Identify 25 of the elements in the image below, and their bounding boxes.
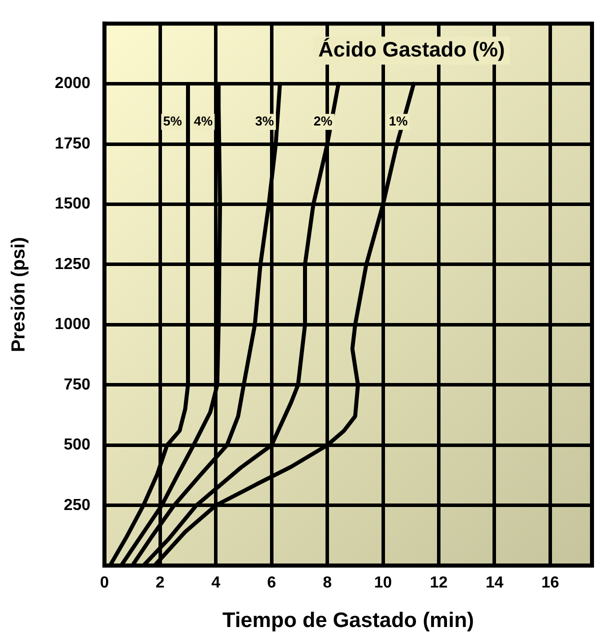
y-tick-label: 750 [64, 376, 90, 394]
x-tick-label: 8 [322, 574, 332, 592]
x-tick-label: 6 [267, 574, 276, 592]
y-tick-label: 500 [64, 436, 90, 454]
x-tick-label: 14 [486, 574, 504, 592]
x-tick-label: 4 [211, 574, 220, 592]
y-tick-label: 1000 [54, 316, 90, 334]
x-tick-label: 0 [100, 574, 109, 592]
x-tick-label: 12 [430, 574, 448, 592]
series-label: 2% [314, 113, 333, 128]
y-tick-label: 1750 [54, 135, 90, 152]
y-axis-title: Presión (psi) [8, 237, 30, 352]
series-label: 4% [194, 113, 214, 128]
series-label: 3% [255, 113, 274, 128]
x-axis-title: Tiempo de Gastado (min) [222, 609, 474, 632]
y-tick-label: 250 [64, 496, 90, 514]
x-tick-label: 2 [156, 574, 165, 592]
y-tick-label: 2000 [54, 75, 90, 92]
x-tick-label: 10 [374, 574, 392, 592]
series-label: 1% [388, 113, 408, 128]
text: Ácido Gastado (%) [318, 37, 505, 62]
series-label: 5% [163, 113, 182, 128]
x-tick-label: 16 [541, 574, 560, 592]
y-tick-label: 1250 [54, 256, 90, 273]
y-tick-label: 1500 [54, 196, 90, 213]
